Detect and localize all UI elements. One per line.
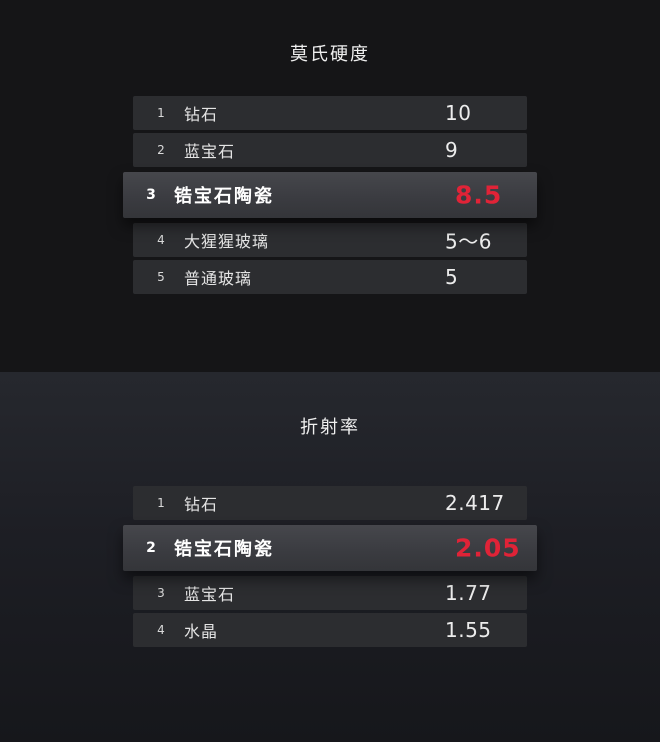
section-title: 折射率	[300, 417, 360, 438]
material-name: 大猩猩玻璃	[184, 232, 270, 251]
material-name: 普通玻璃	[184, 269, 253, 288]
rank-number: 5	[157, 270, 165, 284]
material-name: 锆宝石陶瓷	[174, 539, 274, 560]
rank-number: 1	[157, 496, 165, 510]
table-row: 4 水晶 1.55	[133, 613, 527, 647]
rank-number: 2	[157, 143, 165, 157]
table-row: 5 普通玻璃 5	[133, 260, 527, 294]
section-refractive-index: 折射率 1 钻石 2.417 2 锆宝石陶瓷 2.05 3 蓝宝石 1.77 4…	[0, 372, 660, 742]
refractive-value: 2.05	[455, 533, 521, 563]
section-mohs-hardness: 莫氏硬度 1 钻石 10 2 蓝宝石 9 3 锆宝石陶瓷 8.5 4 大猩猩玻璃…	[0, 44, 660, 297]
section-title: 莫氏硬度	[290, 44, 370, 65]
ranking-table-mohs: 1 钻石 10 2 蓝宝石 9 3 锆宝石陶瓷 8.5 4 大猩猩玻璃 5〜6 …	[0, 96, 660, 297]
hardness-value: 5	[445, 265, 459, 289]
rank-number: 4	[157, 623, 165, 637]
material-name: 钻石	[184, 105, 219, 124]
refractive-value: 1.55	[445, 618, 492, 642]
refractive-value: 2.417	[445, 491, 505, 515]
refractive-value: 1.77	[445, 581, 492, 605]
table-row: 3 蓝宝石 1.77	[133, 576, 527, 610]
hardness-value: 10	[445, 101, 472, 125]
table-row: 1 钻石 10	[133, 96, 527, 130]
material-name: 蓝宝石	[184, 585, 236, 604]
material-name: 锆宝石陶瓷	[174, 186, 274, 207]
hardness-value: 5〜6	[445, 229, 492, 254]
ranking-table-refractive: 1 钻石 2.417 2 锆宝石陶瓷 2.05 3 蓝宝石 1.77 4 水晶 …	[0, 486, 660, 650]
hardness-value: 9	[445, 138, 459, 162]
rank-number: 4	[157, 233, 165, 247]
material-name: 蓝宝石	[184, 142, 236, 161]
table-row-highlighted: 2 锆宝石陶瓷 2.05	[123, 525, 537, 571]
material-name: 水晶	[184, 622, 219, 641]
rank-number: 2	[146, 540, 156, 556]
table-row: 1 钻石 2.417	[133, 486, 527, 520]
rank-number: 3	[157, 586, 165, 600]
rank-number: 3	[146, 187, 156, 203]
rank-number: 1	[157, 106, 165, 120]
material-name: 钻石	[184, 495, 219, 514]
table-row: 2 蓝宝石 9	[133, 133, 527, 167]
hardness-value: 8.5	[455, 180, 503, 210]
table-row: 4 大猩猩玻璃 5〜6	[133, 223, 527, 257]
table-row-highlighted: 3 锆宝石陶瓷 8.5	[123, 172, 537, 218]
